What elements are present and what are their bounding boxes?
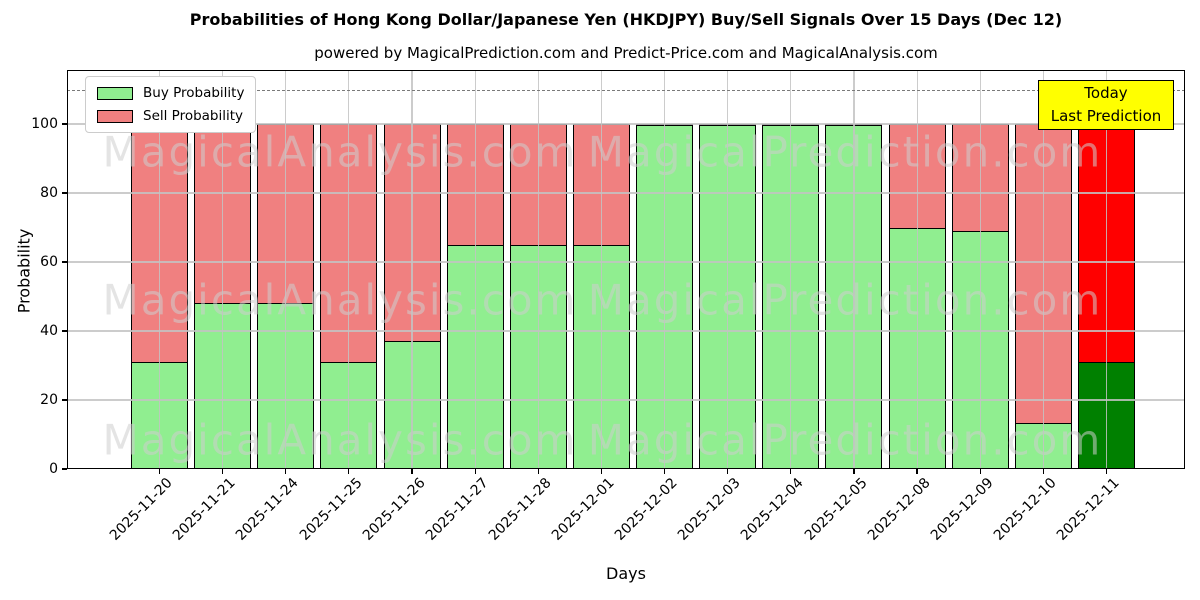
x-tick [979,469,981,474]
x-tick [790,469,792,474]
x-tick [916,469,918,474]
y-tick [62,468,67,470]
bar-buy-segment [573,245,629,468]
today-annotation: Today Last Prediction [1038,80,1174,130]
chart-subtitle: powered by MagicalPrediction.com and Pre… [314,44,938,62]
bar [888,124,946,469]
x-tick-label: 2025-12-08 [864,475,934,544]
bar-buy-segment [384,341,440,468]
x-tick [158,469,161,474]
legend-label-sell: Sell Probability [143,108,244,124]
today-annotation-line2: Last Prediction [1050,107,1162,125]
y-tick [62,330,67,332]
dashed-threshold-line [67,89,1185,91]
legend-item-sell: Sell Probability [97,108,244,124]
x-tick-label: 2025-11-25 [296,475,366,544]
y-tick-label: 100 [31,116,58,132]
legend-swatch-sell [97,109,133,123]
x-tick [474,469,476,474]
bar-buy-segment [132,361,187,468]
x-tick [348,469,350,474]
x-tick [285,469,287,474]
bar [1077,124,1135,469]
bar [762,124,820,469]
bar-buy-segment [1078,361,1134,468]
x-tick-label: 2025-11-26 [359,475,429,544]
x-tick [727,469,729,474]
bar [572,124,630,469]
bar-buy-segment [637,125,693,468]
bar-buy-segment [700,125,756,468]
y-tick-label: 0 [49,461,58,477]
legend-item-buy: Buy Probability [97,85,244,101]
y-tick [62,261,67,263]
x-tick [663,469,666,474]
bar [636,124,694,469]
chart-title: Probabilities of Hong Kong Dollar/Japane… [189,10,1063,29]
x-tick [537,469,539,474]
y-tick-label: 40 [40,323,58,339]
bar-buy-segment [763,125,819,468]
bar-buy-segment [889,227,945,468]
legend-label-buy: Buy Probability [143,85,245,101]
bar [509,124,567,469]
legend-swatch-buy [97,86,133,100]
bar [951,124,1009,469]
bar-buy-segment [195,303,251,468]
bar-buy-segment [1015,423,1071,468]
x-tick-label: 2025-12-10 [990,475,1060,544]
x-tick [600,469,603,474]
bar-buy-segment [258,303,314,468]
x-tick [1042,469,1044,474]
x-tick [1105,469,1108,474]
x-tick [411,469,413,474]
x-tick-label: 2025-11-21 [170,475,239,544]
x-tick-label: 2025-11-27 [422,475,492,544]
bar [446,124,504,469]
x-tick-label: 2025-12-02 [612,475,681,544]
bar-buy-segment [952,231,1008,468]
bar [1014,124,1072,469]
bar [320,124,378,469]
bar [383,124,441,469]
plot-area: MagicalAnalysis.com MagicalPrediction.com… [67,70,1185,469]
x-tick-label: 2025-12-03 [675,475,745,544]
y-tick [62,123,67,125]
bar [257,124,315,469]
bar-buy-segment [447,245,503,468]
x-tick-label: 2025-11-20 [106,475,176,544]
x-tick-label: 2025-11-28 [485,475,555,544]
x-tick-label: 2025-12-01 [548,475,618,544]
x-tick-label: 2025-12-11 [1053,475,1123,544]
x-tick-label: 2025-12-04 [738,475,808,544]
y-tick-label: 80 [40,185,58,201]
bar-buy-segment [321,361,377,468]
y-axis-label: Probability [14,228,34,314]
bar [825,124,883,469]
bar-buy-segment [510,245,566,468]
y-tick-label: 60 [40,254,58,270]
y-tick [62,399,67,401]
x-tick-label: 2025-11-24 [233,475,303,544]
x-axis-label: Days [606,564,646,583]
bar [194,124,252,469]
today-annotation-line1: Today [1084,84,1128,102]
legend: Buy Probability Sell Probability [85,76,257,133]
y-tick [62,192,67,194]
x-tick [853,469,855,474]
bar-buy-segment [826,125,882,468]
x-tick [222,469,224,474]
y-tick-label: 20 [40,392,58,408]
x-tick-label: 2025-12-09 [927,475,997,544]
bar [699,124,757,469]
x-tick-label: 2025-12-05 [801,475,871,544]
bar [131,124,188,469]
